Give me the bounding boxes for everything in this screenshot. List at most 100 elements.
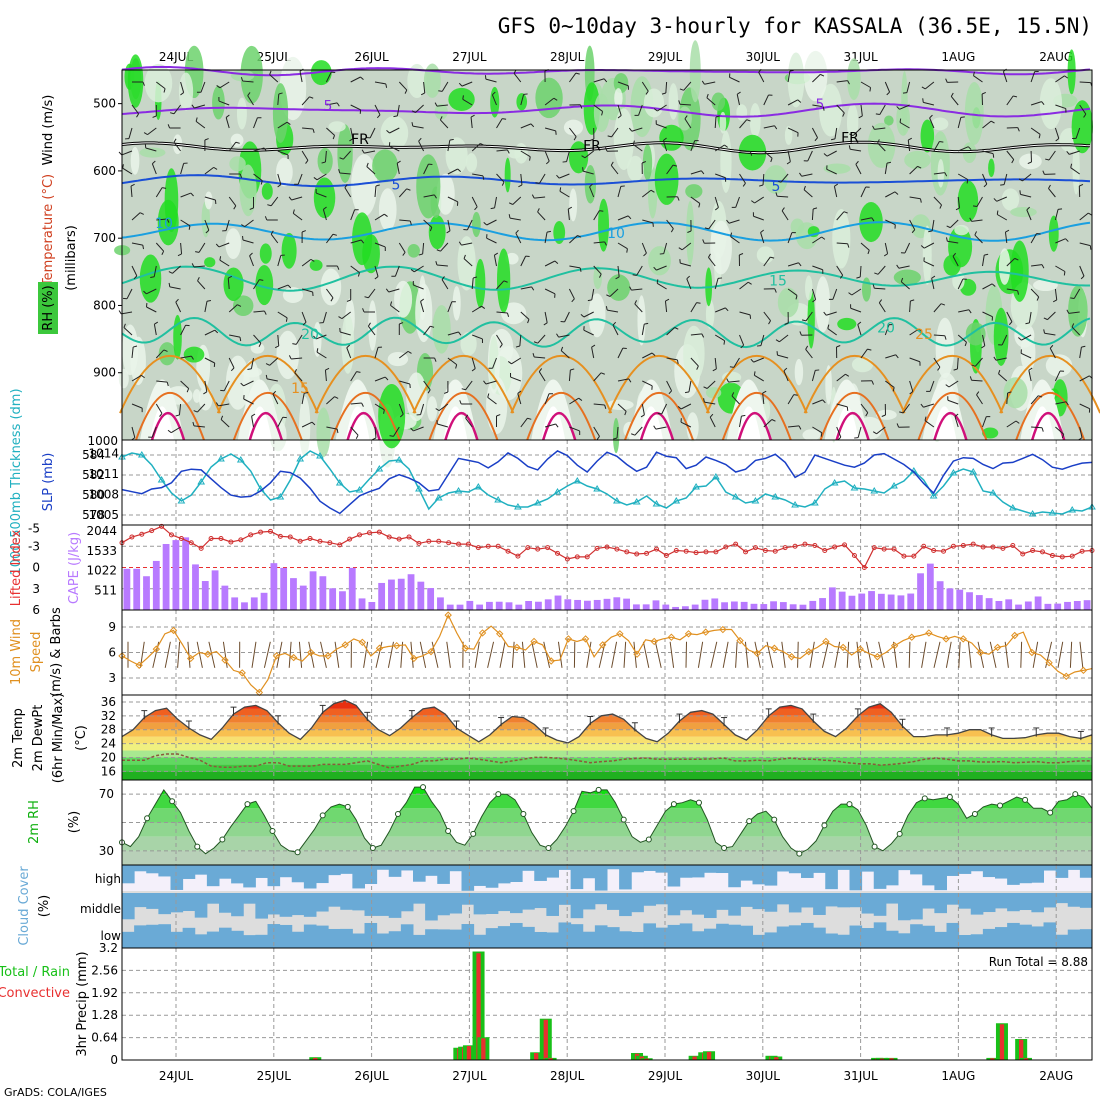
wind-barb xyxy=(471,357,476,369)
wind-barb-flag xyxy=(939,204,942,209)
wind-barb xyxy=(155,242,165,252)
cape-bar xyxy=(789,604,797,610)
wind-barb-flag xyxy=(1005,229,1010,233)
cloud-low-bar xyxy=(728,924,741,948)
precip-axis-label: 3hr Precip (mm) xyxy=(75,951,90,1056)
wind-barb-flag xyxy=(1052,299,1057,303)
wind-barb xyxy=(173,104,181,115)
wind-barb xyxy=(486,237,497,244)
wind-barb xyxy=(836,426,842,438)
wind-barb-flag xyxy=(239,337,242,342)
wind-barb xyxy=(812,73,821,83)
cloud-low-bar xyxy=(873,922,887,948)
wind-barb-flag xyxy=(389,435,394,437)
wind-barb-flag xyxy=(703,398,705,403)
wind-barb-flag xyxy=(701,80,705,85)
wind-tick-label: 6 xyxy=(108,646,116,660)
wind10m-panel: 369 xyxy=(108,610,1093,697)
wind-barb-flag xyxy=(839,274,844,279)
wind-barb xyxy=(921,641,927,668)
wind-barb xyxy=(971,219,983,222)
wind-barb xyxy=(1021,334,1032,341)
wind-barb xyxy=(396,163,400,175)
cape-bar xyxy=(407,574,415,610)
cloud-middle-bar xyxy=(679,893,693,911)
wind-barb xyxy=(680,262,692,267)
isotherm-label: 15 xyxy=(291,381,309,397)
wind-barb xyxy=(631,127,643,132)
wind-barb-flag xyxy=(195,117,198,122)
wind-barb-flag xyxy=(799,331,802,336)
pressure-tick-label: 500 xyxy=(93,97,116,111)
cape-bar xyxy=(642,604,650,610)
thickness-point xyxy=(514,503,522,510)
wind-barb xyxy=(933,357,941,368)
wind-barb-flag xyxy=(678,100,681,105)
wind-speed-point xyxy=(152,645,161,653)
wind-barb xyxy=(339,331,351,336)
precip-tick-label: 0 xyxy=(110,1053,118,1067)
wind-barb xyxy=(642,641,650,668)
wind-barb xyxy=(728,380,740,383)
wind-speed-point xyxy=(238,669,246,677)
wind-barb-flag xyxy=(687,230,692,233)
lifted-index-point xyxy=(327,540,333,546)
wind-barb-flag xyxy=(919,198,922,203)
cloud-middle-bar xyxy=(497,893,511,912)
wind-barb xyxy=(344,187,352,198)
rh-cell xyxy=(569,188,578,222)
cloud-middle-bar xyxy=(570,893,584,919)
rh-point xyxy=(369,845,376,851)
wind-barb xyxy=(277,255,282,267)
wind-barb-flag xyxy=(590,138,595,141)
wind-barb-flag xyxy=(751,200,755,204)
wind-speed-point xyxy=(770,644,779,652)
cape-bar xyxy=(691,604,699,610)
wind-barb xyxy=(223,380,230,392)
wind-barb xyxy=(204,219,210,231)
rh-cell xyxy=(593,265,602,290)
wind-barb xyxy=(567,209,570,221)
wind-barb xyxy=(801,173,813,177)
wind-barb xyxy=(584,150,595,159)
wind-barb-flag xyxy=(507,361,512,365)
date-tick-label: 27JUL xyxy=(452,50,487,64)
wind-barb xyxy=(851,288,862,296)
wind-barb-flag xyxy=(420,298,425,302)
rh-cell xyxy=(957,180,979,223)
wind-barb-flag xyxy=(1018,178,1023,182)
wind-barb xyxy=(219,259,230,267)
cloud-high-bar xyxy=(388,865,402,877)
wind-barb xyxy=(251,416,254,428)
lifted-tick-label: 0 xyxy=(32,561,40,575)
wind-barb xyxy=(569,426,580,432)
wind-barb-flag xyxy=(872,431,877,435)
wind-barb-flag xyxy=(265,374,268,379)
rh-point xyxy=(1022,796,1029,803)
cape-bar xyxy=(877,593,885,610)
wind-barb xyxy=(374,213,385,221)
wind-barb xyxy=(982,311,993,318)
wind-barb xyxy=(877,142,886,152)
wind-barb-flag xyxy=(459,400,462,405)
cloud-high-bar xyxy=(231,865,244,884)
thickness-point xyxy=(870,487,879,494)
cloud-middle-bar xyxy=(376,893,390,916)
cloud-low-bar xyxy=(788,925,802,948)
wind-barb-flag xyxy=(175,414,180,417)
cape-bar xyxy=(897,595,905,610)
wind-barb-flag xyxy=(676,359,679,364)
rh-cell xyxy=(426,396,438,422)
thickness-point xyxy=(415,485,423,492)
lifted-index-point xyxy=(525,545,531,551)
wind-barb-flag xyxy=(249,207,254,210)
wind-barb-flag xyxy=(937,366,941,371)
wind-barb xyxy=(593,210,600,221)
wind-barb-flag xyxy=(429,227,433,232)
wind-barb xyxy=(811,370,816,382)
rh-cell xyxy=(368,300,377,351)
rh-cell xyxy=(686,200,695,266)
wind-barb-flag xyxy=(535,182,540,184)
